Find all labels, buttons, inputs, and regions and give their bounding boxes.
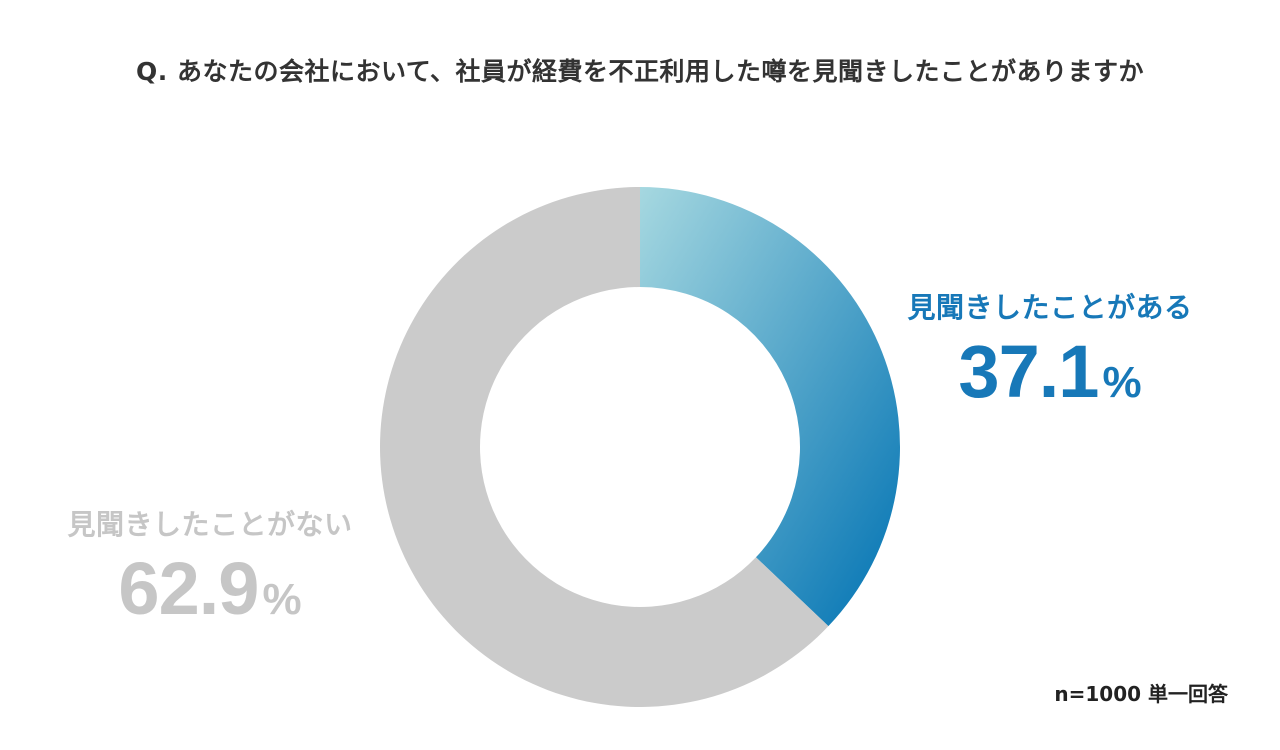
slice-label-yes-group: 見聞きしたことがある 37.1% [880,288,1220,433]
slice-value-no: 62.9% [30,549,390,650]
slice-value-no-unit: % [262,575,302,624]
slice-value-no-number: 62.9 [118,547,259,630]
slice-label-no: 見聞きしたことがない [67,508,353,541]
slice-label-no-group: 見聞きしたことがない 62.9% [30,505,390,650]
slice-no [380,186,829,707]
slice-yes [640,187,900,627]
sample-note: n=1000 単一回答 [1054,682,1228,706]
slice-value-yes: 37.1% [880,332,1220,433]
slice-value-yes-unit: % [1102,358,1142,407]
slice-value-yes-number: 37.1 [958,330,1099,413]
slice-label-yes: 見聞きしたことがある [907,291,1193,324]
chart-title: Q. あなたの会社において、社員が経費を不正利用した噂を見聞きしたことがあります… [136,57,1144,86]
